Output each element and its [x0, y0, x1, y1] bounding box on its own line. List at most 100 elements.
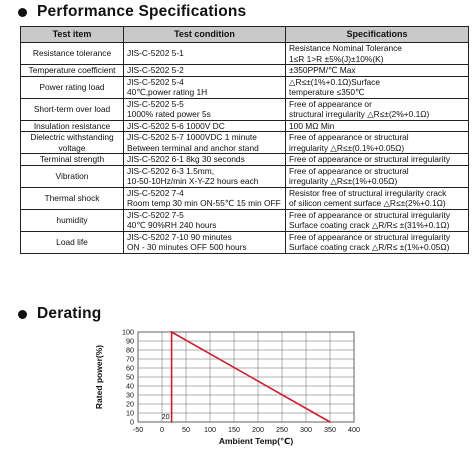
specification-cell: Resistance Nominal Tolerance 1≤R 1>R ±5%(… — [285, 42, 469, 65]
cell-line: 100 MΩ Min — [289, 120, 335, 131]
y-axis-title: Rated power(%) — [94, 345, 104, 409]
table-row: Temperature coefficient JIS-C-5202 5-2 ±35… — [20, 64, 469, 77]
cell-line: JIS-C-5202 5-4 — [127, 76, 184, 87]
test-item-cell: Resistance tolerance — [20, 42, 124, 65]
x-tick-label: 100 — [204, 425, 216, 434]
cell-line: Temperature coefficient — [28, 65, 116, 75]
x-tick-label: 50 — [182, 425, 190, 434]
x-tick-label: 250 — [276, 425, 288, 434]
cell-line: Free of appearance or structural irregul… — [289, 154, 451, 164]
cell-line: Surface coating crack △R/R≤ ±(31%+0.1Ω) — [289, 220, 450, 230]
test-item-cell: Short-term over load — [20, 97, 124, 121]
cell-line: Thermal shock — [44, 192, 100, 203]
test-condition-cell: JIS-C-5202 6-3 1.5mm, 10-50-10Hz/min X-Y-… — [123, 164, 286, 188]
header-test-item: Test item — [20, 26, 124, 43]
bullet-icon — [18, 7, 27, 17]
table-row: Dielectric withstanding voltage JIS-C-5202… — [20, 131, 469, 154]
test-item-cell: Dielectric withstanding voltage — [20, 131, 124, 154]
cell-line: ±350PPM/℃ Max — [289, 65, 356, 75]
cell-line: of silicon cement surface △R≤±(2%+0.1Ω) — [289, 198, 446, 208]
cell-line: Power rating load — [39, 81, 105, 92]
y-tick-label: 90 — [126, 337, 134, 346]
y-tick-label: 70 — [126, 355, 134, 364]
cell-line: Resistor free of structural irregularity… — [289, 187, 447, 198]
specification-cell: Free of appearance or structural irregul… — [285, 208, 469, 232]
performance-title-text: Performance Specifications — [37, 3, 247, 20]
cell-line: Free of appearance or structural irregul… — [289, 231, 451, 242]
derating-section-title: Derating — [18, 304, 101, 324]
cell-line: Free of appearance or structural — [289, 132, 409, 143]
specification-cell: Free of appearance or structural irregula… — [285, 164, 469, 188]
cell-line: Insulation resistance — [33, 120, 111, 131]
table-row: Terminal strength JIS-C-5202 6-1 8kg 30 s… — [20, 153, 469, 166]
cell-line: JIS-C-5202 5-5 — [127, 98, 184, 109]
cell-line: ON - 30 minutes OFF 500 hours — [127, 242, 247, 252]
test-item-cell: Insulation resistance — [20, 119, 124, 132]
x-tick-label: 150 — [228, 425, 240, 434]
cell-line: Load life — [56, 236, 88, 247]
x-tick-label: 0 — [160, 425, 164, 434]
cell-line: JIS-C-5202 5-1 — [127, 48, 184, 59]
test-item-cell: humidity — [20, 208, 124, 232]
cell-line: Room temp 30 min ON-55℃ 15 min OFF — [127, 198, 281, 208]
y-tick-label: 10 — [126, 409, 134, 418]
table-row: humidity JIS-C-5202 7-5 40℃ 90%RH 240 hour… — [20, 208, 469, 232]
cell-line: JIS-C-5202 7-10 90 minutes — [127, 231, 232, 242]
y-tick-label: 20 — [126, 400, 134, 409]
test-condition-cell: JIS-C-5202 6-1 8kg 30 seconds — [123, 153, 286, 166]
cell-line: temperature ≤350℃ — [289, 87, 365, 97]
test-item-cell: Terminal strength — [20, 153, 124, 166]
table-row: Vibration JIS-C-5202 6-3 1.5mm, 10-50-10Hz… — [20, 164, 469, 188]
cell-line: JIS-C-5202 5-7 1000VDC 1 minute — [127, 132, 257, 143]
data-point — [170, 331, 173, 333]
x-tick-label: 400 — [348, 425, 360, 434]
performance-section-title: Performance Specifications — [18, 2, 246, 22]
cell-line: JIS-C-5202 5-2 — [127, 65, 184, 75]
cell-line: JIS-C-5202 6-1 8kg 30 seconds — [127, 154, 245, 164]
table-row: Power rating load JIS-C-5202 5-4 40℃,power… — [20, 75, 469, 99]
specification-cell: △R≤±(1%+0.1Ω)Surface temperature ≤350℃ — [285, 75, 469, 99]
data-point — [329, 421, 331, 423]
test-item-cell: Thermal shock — [20, 186, 124, 210]
cell-line: Terminal strength — [39, 154, 105, 164]
table-row: Load life JIS-C-5202 7-10 90 minutes ON - … — [20, 230, 469, 254]
specification-cell: Free of appearance or structural irregul… — [285, 153, 469, 166]
y-tick-label: 30 — [126, 391, 134, 400]
derating-chart: -50 0 50 100 150 200 250 300 350 4000102030405060… — [94, 328, 360, 447]
bullet-icon — [18, 309, 27, 319]
performance-spec-table: Test item Test condition Specifications … — [20, 26, 469, 254]
cell-line: 40℃ 90%RH 240 hours — [127, 220, 217, 230]
test-condition-cell: JIS-C-5202 5-6 1000V DC — [123, 119, 286, 132]
cell-line: 1000% rated power 5s — [127, 109, 211, 119]
cell-line: Resistance Nominal Tolerance — [289, 43, 402, 54]
cell-line: Vibration — [55, 170, 89, 181]
x-tick-label: 300 — [300, 425, 312, 434]
cell-line: structural irregularity △R≤±(2%+0.1Ω) — [289, 109, 430, 119]
cell-line: JIS-C-5202 7-5 — [127, 209, 184, 220]
y-tick-label: 40 — [126, 382, 134, 391]
table-row: Resistance tolerance JIS-C-5202 5-1 Resist… — [20, 42, 469, 65]
cell-line: △R≤±(1%+0.1Ω)Surface — [289, 76, 381, 87]
y-tick-label: 80 — [126, 346, 134, 355]
specification-cell: Free of appearance or structural irregula… — [285, 131, 469, 154]
y-tick-label: 0 — [130, 418, 134, 427]
test-condition-cell: JIS-C-5202 5-7 1000VDC 1 minute Between t… — [123, 131, 286, 154]
cell-line: JIS-C-5202 6-3 1.5mm, — [127, 165, 215, 176]
data-point — [170, 421, 173, 423]
y-tick-label: 50 — [126, 373, 134, 382]
cell-line: Free of appearance or — [289, 98, 372, 109]
specification-cell: Free of appearance or structural irregula… — [285, 97, 469, 121]
table-row: Thermal shock JIS-C-5202 7-4 Room temp 30 … — [20, 186, 469, 210]
cell-line: 40℃,power rating 1H — [127, 87, 208, 97]
cell-line: Resistance tolerance — [32, 48, 112, 59]
cell-line: irregularity △R≤±(0.1%+0.05Ω) — [289, 142, 405, 153]
test-item-cell: Load life — [20, 230, 124, 254]
cell-line: Short-term over load — [33, 103, 111, 114]
cell-line: JIS-C-5202 5-6 1000V DC — [127, 120, 225, 131]
cell-line: Between terminal and anchor stand — [127, 142, 259, 153]
test-item-cell: Temperature coefficient — [20, 64, 124, 77]
test-condition-cell: JIS-C-5202 5-4 40℃,power rating 1H — [123, 75, 286, 99]
cell-line: JIS-C-5202 7-4 — [127, 187, 184, 198]
annotation-label: 20 — [162, 412, 170, 421]
cell-line: Free of appearance or structural irregul… — [289, 209, 451, 220]
